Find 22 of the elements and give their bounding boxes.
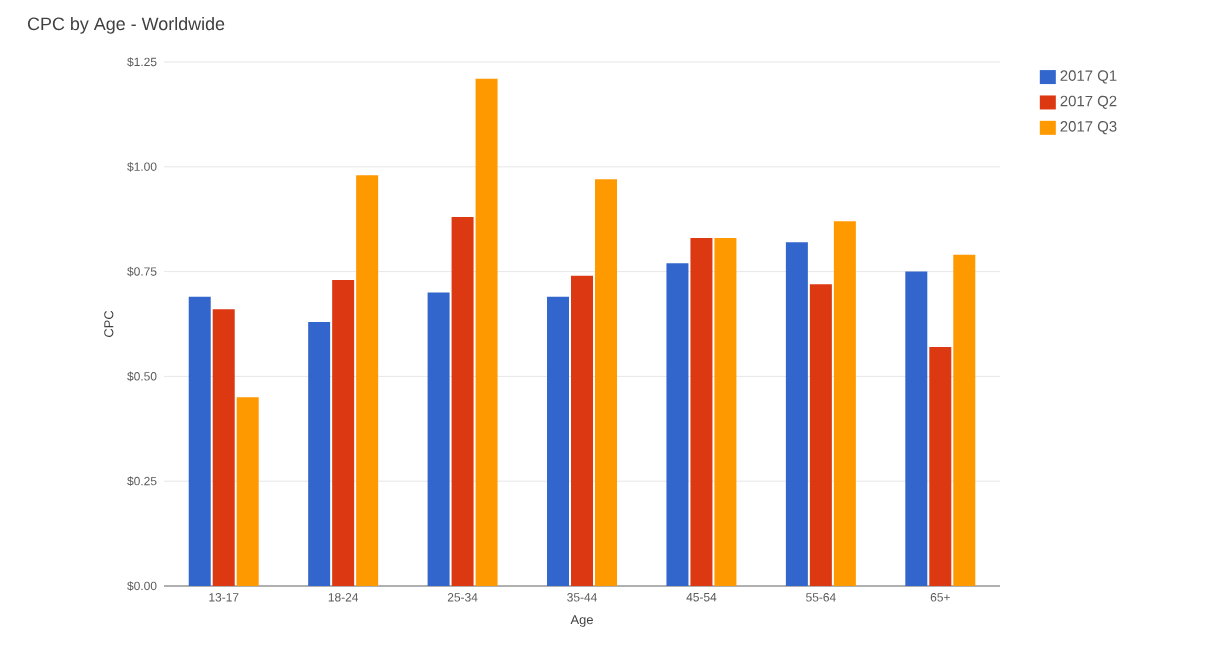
bar — [953, 254, 976, 586]
bar — [212, 309, 235, 586]
bar — [785, 242, 808, 586]
chart-title: CPC by Age - Worldwide — [27, 17, 225, 34]
bar — [188, 296, 211, 586]
bar — [451, 217, 474, 586]
bar — [571, 275, 594, 586]
bar — [714, 238, 737, 586]
bar — [427, 292, 450, 586]
bar — [308, 321, 331, 586]
bar — [690, 238, 713, 586]
bar — [929, 347, 952, 586]
bar — [809, 284, 832, 586]
bar — [236, 397, 259, 586]
bar — [666, 263, 689, 586]
bar — [595, 179, 617, 586]
bar — [905, 271, 928, 586]
bar — [475, 78, 498, 586]
bar — [547, 296, 570, 586]
bar — [356, 175, 379, 586]
bar — [332, 279, 355, 586]
bar — [833, 221, 856, 586]
